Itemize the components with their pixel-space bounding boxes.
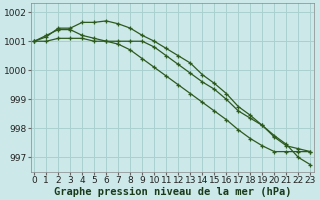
X-axis label: Graphe pression niveau de la mer (hPa): Graphe pression niveau de la mer (hPa) [53,186,291,197]
